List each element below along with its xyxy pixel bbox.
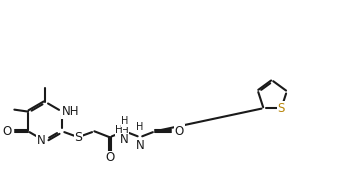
Text: N: N <box>121 133 129 146</box>
Text: S: S <box>278 102 285 115</box>
Text: O: O <box>105 151 114 164</box>
Text: O: O <box>175 125 184 138</box>
Text: N: N <box>135 139 144 152</box>
Text: NH: NH <box>62 105 80 118</box>
Text: O: O <box>3 125 12 138</box>
Text: N: N <box>37 134 46 147</box>
Text: H: H <box>121 116 129 126</box>
Text: H: H <box>121 126 129 136</box>
Text: H: H <box>136 122 144 132</box>
Text: H: H <box>115 125 123 135</box>
Text: S: S <box>74 131 82 144</box>
